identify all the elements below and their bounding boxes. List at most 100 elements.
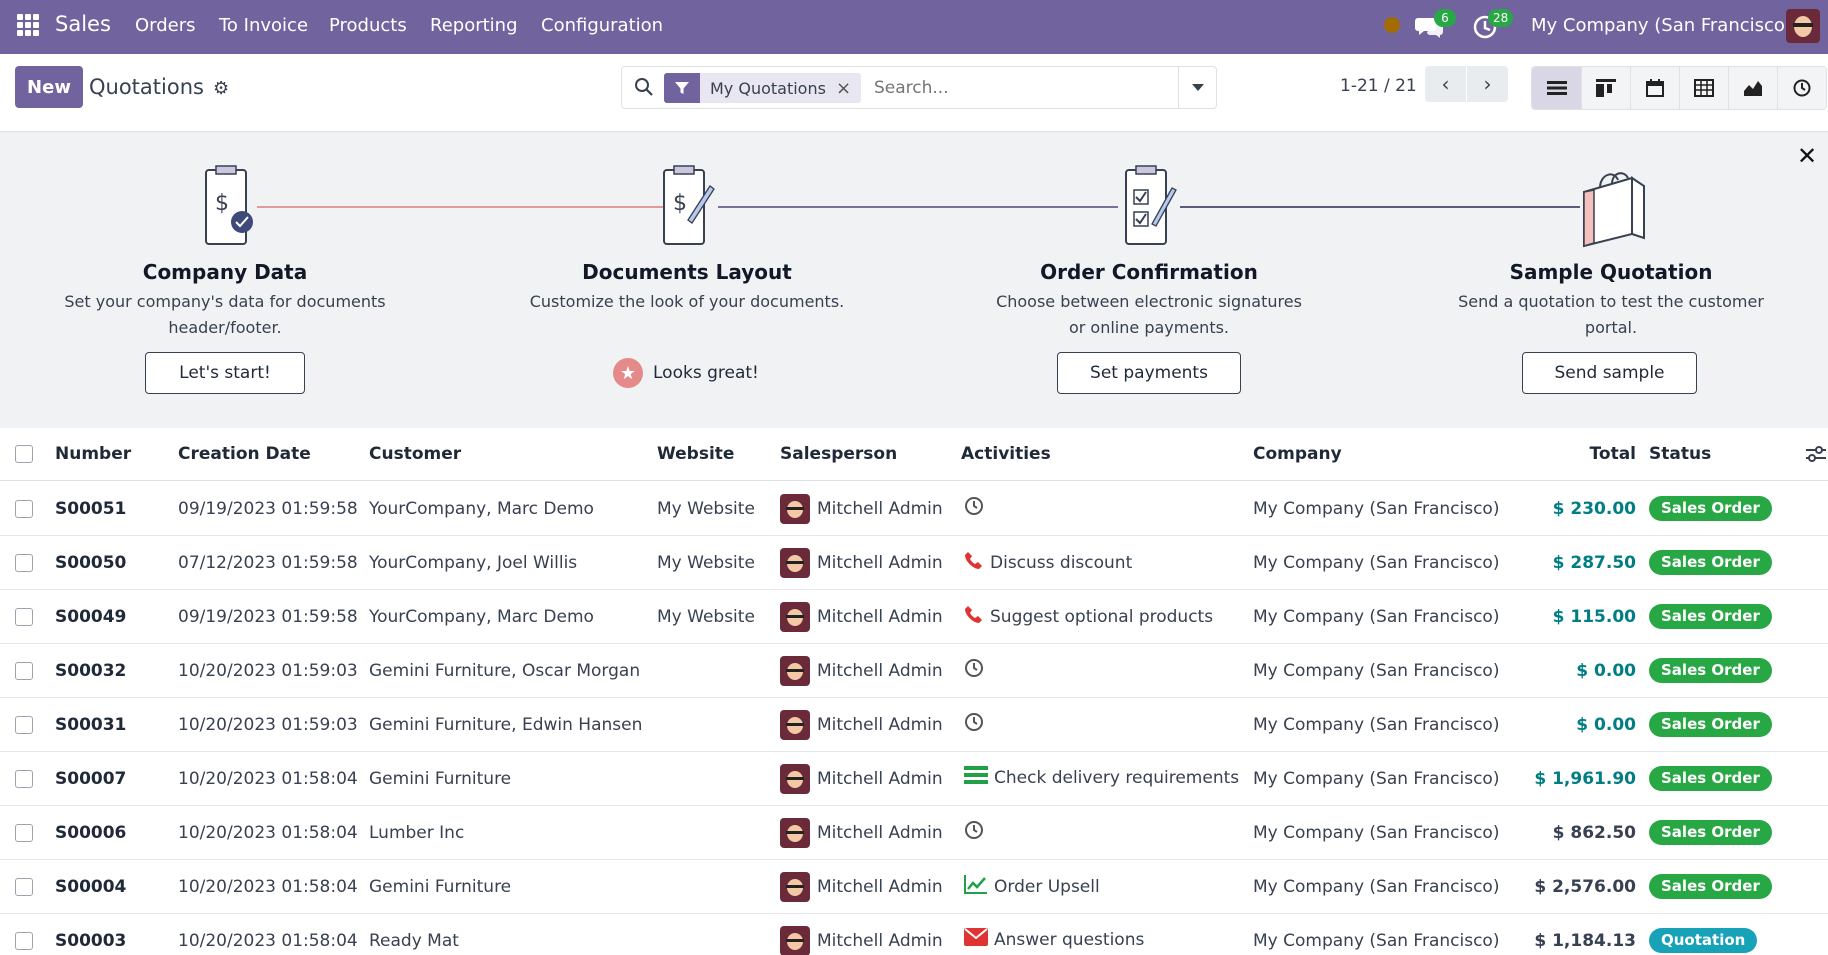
activity-cell[interactable]: Answer questions xyxy=(964,928,1144,951)
row-checkbox[interactable] xyxy=(15,554,33,572)
svg-text:$: $ xyxy=(673,191,687,216)
row-checkbox[interactable] xyxy=(15,824,33,842)
table-row[interactable]: S00031 10/20/2023 01:59:03 Gemini Furnitur… xyxy=(0,698,1828,752)
table-row[interactable]: S00006 10/20/2023 01:58:04 Lumber Inc Mitch… xyxy=(0,806,1828,860)
messages-icon[interactable] xyxy=(1415,14,1443,40)
menu-orders[interactable]: Orders xyxy=(135,15,196,36)
company-name: My Company (San Francisco) xyxy=(1253,877,1500,897)
company-document-icon: $ xyxy=(202,164,258,252)
customer-name: Gemini Furniture xyxy=(369,877,512,897)
row-checkbox[interactable] xyxy=(15,500,33,518)
table-row[interactable]: S00004 10/20/2023 01:58:04 Gemini Furnitur… xyxy=(0,860,1828,914)
activity-cell[interactable]: Order Upsell xyxy=(964,874,1100,899)
step-title: Sample Quotation xyxy=(1509,260,1713,284)
table-row[interactable]: S00051 09/19/2023 01:59:58 YourCompany, Ma… xyxy=(0,482,1828,536)
column-customer[interactable]: Customer xyxy=(369,444,462,464)
column-total[interactable]: Total xyxy=(1589,444,1636,464)
pager-previous-button[interactable]: ‹ xyxy=(1425,66,1466,102)
status-dot-icon[interactable] xyxy=(1384,17,1400,33)
graph-view-icon[interactable] xyxy=(1728,67,1777,109)
calendar-view-icon[interactable] xyxy=(1630,67,1679,109)
company-name: My Company (San Francisco) xyxy=(1253,715,1500,735)
row-checkbox[interactable] xyxy=(15,716,33,734)
gear-icon[interactable]: ⚙ xyxy=(213,78,230,99)
column-activities[interactable]: Activities xyxy=(961,444,1051,464)
clock-icon[interactable] xyxy=(964,496,984,521)
company-switcher[interactable]: My Company (San Francisco) xyxy=(1531,15,1792,36)
order-number: S00051 xyxy=(55,499,127,519)
row-checkbox[interactable] xyxy=(15,662,33,680)
close-onboarding-icon[interactable]: ✕ xyxy=(1797,142,1818,170)
activity-cell[interactable]: Suggest optional products xyxy=(964,604,1213,629)
column-company[interactable]: Company xyxy=(1253,444,1342,464)
column-salesperson[interactable]: Salesperson xyxy=(780,444,898,464)
order-number: S00050 xyxy=(55,553,127,573)
search-options-toggle[interactable] xyxy=(1178,67,1216,108)
status-badge: Sales Order xyxy=(1649,712,1772,737)
app-name[interactable]: Sales xyxy=(55,12,111,36)
activities-clock-icon[interactable] xyxy=(1473,14,1499,40)
pivot-view-icon[interactable] xyxy=(1679,67,1728,109)
new-button[interactable]: New xyxy=(15,66,83,108)
row-checkbox[interactable] xyxy=(15,770,33,788)
kanban-view-icon[interactable] xyxy=(1581,67,1630,109)
status-badge: Sales Order xyxy=(1649,820,1772,845)
clock-icon[interactable] xyxy=(964,820,984,845)
clock-icon[interactable] xyxy=(964,712,984,737)
activity-summary: Check delivery requirements xyxy=(994,767,1240,788)
step-description: Customize the look of your documents. xyxy=(529,292,845,311)
pager-value[interactable]: 1-21 / 21 xyxy=(1340,76,1417,96)
apps-menu-icon[interactable] xyxy=(17,14,39,36)
menu-to-invoice[interactable]: To Invoice xyxy=(219,15,309,36)
menu-products[interactable]: Products xyxy=(329,15,407,36)
column-website[interactable]: Website xyxy=(657,444,735,464)
table-row[interactable]: S00050 07/12/2023 01:59:58 YourCompany, Jo… xyxy=(0,536,1828,590)
row-checkbox[interactable] xyxy=(15,608,33,626)
company-name: My Company (San Francisco) xyxy=(1253,499,1500,519)
phone-icon[interactable] xyxy=(964,604,984,629)
user-avatar[interactable] xyxy=(1786,9,1820,43)
menu-reporting[interactable]: Reporting xyxy=(430,15,518,36)
activity-cell[interactable]: Check delivery requirements xyxy=(964,766,1239,789)
onboarding-panel: ✕ $ Company Data Set your company's data… xyxy=(0,132,1828,428)
send-sample-button[interactable]: Send sample xyxy=(1522,352,1697,394)
chart-icon[interactable] xyxy=(964,874,988,899)
search-icon xyxy=(634,77,654,101)
row-checkbox[interactable] xyxy=(15,878,33,896)
activity-cell[interactable] xyxy=(964,658,990,683)
progress-line-1 xyxy=(257,206,682,208)
table-row[interactable]: S00032 10/20/2023 01:59:03 Gemini Furnitur… xyxy=(0,644,1828,698)
activity-cell[interactable] xyxy=(964,712,990,737)
phone-icon[interactable] xyxy=(964,550,984,575)
row-checkbox[interactable] xyxy=(15,932,33,950)
activity-summary: Answer questions xyxy=(994,929,1145,950)
activity-view-icon[interactable] xyxy=(1777,67,1826,109)
lets-start-button[interactable]: Let's start! xyxy=(145,352,305,394)
table-row[interactable]: S00003 10/20/2023 01:58:04 Ready Mat Mitche… xyxy=(0,914,1828,955)
svg-text:$: $ xyxy=(215,191,229,216)
column-status[interactable]: Status xyxy=(1649,444,1712,464)
optional-columns-icon[interactable] xyxy=(1806,446,1826,466)
salesperson-avatar xyxy=(780,818,810,848)
activity-cell[interactable]: Discuss discount xyxy=(964,550,1132,575)
salesperson-name: Mitchell Admin xyxy=(817,715,943,735)
search-input[interactable] xyxy=(874,78,1174,98)
column-creation-date[interactable]: Creation Date xyxy=(178,444,311,464)
menu-configuration[interactable]: Configuration xyxy=(541,15,664,36)
step-title: Order Confirmation xyxy=(1040,260,1258,284)
clock-icon[interactable] xyxy=(964,658,984,683)
email-icon[interactable] xyxy=(964,928,988,951)
salesperson-name: Mitchell Admin xyxy=(817,661,943,681)
set-payments-button[interactable]: Set payments xyxy=(1057,352,1241,394)
list-view-icon[interactable] xyxy=(1532,67,1581,109)
remove-facet-icon[interactable]: × xyxy=(835,77,852,99)
pager-next-button[interactable]: › xyxy=(1467,66,1508,102)
activity-cell[interactable] xyxy=(964,820,990,845)
table-row[interactable]: S00049 09/19/2023 01:59:58 YourCompany, Ma… xyxy=(0,590,1828,644)
list-icon[interactable] xyxy=(964,766,988,789)
table-row[interactable]: S00007 10/20/2023 01:58:04 Gemini Furnitur… xyxy=(0,752,1828,806)
column-number[interactable]: Number xyxy=(55,444,132,464)
website-name: My Website xyxy=(657,607,755,627)
select-all-checkbox[interactable] xyxy=(15,445,33,463)
activity-cell[interactable] xyxy=(964,496,990,521)
